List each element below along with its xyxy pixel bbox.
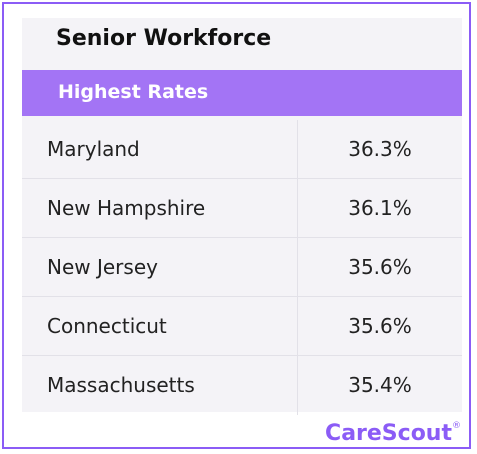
table: Maryland 36.3% New Hampshire 36.1% New Jerse…	[22, 120, 462, 415]
logo: CareScout®	[325, 421, 461, 446]
column-divider	[297, 179, 298, 237]
rate-value: 35.6%	[348, 314, 412, 338]
state-name: Maryland	[47, 137, 140, 161]
rate-value: 36.1%	[348, 196, 412, 220]
table-row: Maryland 36.3%	[22, 120, 462, 179]
state-name: New Hampshire	[47, 196, 206, 220]
table-row: New Jersey 35.6%	[22, 238, 462, 297]
rate-value: 35.6%	[348, 255, 412, 279]
logo-text: CareScout	[325, 421, 452, 446]
table-row: Connecticut 35.6%	[22, 297, 462, 356]
state-name: Connecticut	[47, 314, 167, 338]
rate-value: 35.4%	[348, 373, 412, 397]
state-name: New Jersey	[47, 255, 158, 279]
logo-mark: ®	[452, 421, 461, 431]
header-text: Highest Rates	[58, 81, 209, 103]
column-divider	[297, 297, 298, 355]
column-divider	[297, 356, 298, 415]
table-header: Highest Rates	[22, 70, 462, 116]
state-name: Massachusetts	[47, 373, 195, 397]
title: Senior Workforce	[56, 26, 272, 51]
table-row: New Hampshire 36.1%	[22, 179, 462, 238]
column-divider	[297, 120, 298, 178]
column-divider	[297, 238, 298, 296]
table-row: Massachusetts 35.4%	[22, 356, 462, 415]
frame	[2, 2, 471, 449]
rate-value: 36.3%	[348, 137, 412, 161]
